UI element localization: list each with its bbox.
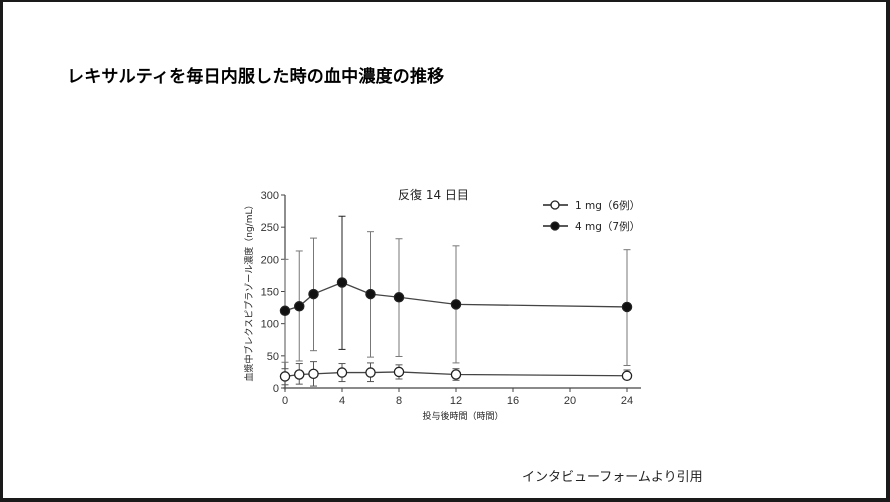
y-tick-label: 250 xyxy=(261,222,279,234)
y-tick-label: 100 xyxy=(261,319,279,331)
x-tick-label: 24 xyxy=(621,395,633,407)
filled-circle-marker xyxy=(393,292,405,303)
legend-filled-circle-icon xyxy=(550,221,560,231)
chart-title: 反復 14 日目 xyxy=(398,187,469,202)
x-tick-label: 16 xyxy=(507,395,519,407)
y-axis-title: 血漿中ブレクスピプラゾール濃度（ng/mL） xyxy=(243,201,255,382)
legend-open-circle-icon xyxy=(550,200,560,210)
x-tick-label: 4 xyxy=(339,395,345,407)
x-tick-label: 0 xyxy=(282,395,288,407)
source-note: インタビューフォームより引用 xyxy=(522,470,703,485)
open-circle-marker xyxy=(336,367,348,378)
filled-circle-marker xyxy=(293,301,305,312)
filled-circle-marker xyxy=(279,305,291,317)
slide-title: レキサルティを毎日内服した時の血中濃度の推移 xyxy=(67,67,445,87)
chart-axes: 0 50 100 150 200 250 300 0 4 8 12 16 20 24 xyxy=(261,190,641,407)
series-markers xyxy=(279,277,633,382)
filled-circle-marker xyxy=(621,301,633,313)
open-circle-marker xyxy=(293,369,305,380)
y-tick-label: 50 xyxy=(267,351,279,363)
filled-circle-marker xyxy=(336,277,348,288)
open-circle-marker xyxy=(365,367,376,378)
chart-legend: 1 mg（6例） 4 mg（7例） xyxy=(543,199,640,233)
open-circle-marker xyxy=(308,368,319,380)
y-tick-label: 300 xyxy=(261,190,279,202)
open-circle-marker xyxy=(393,366,405,378)
filled-circle-marker xyxy=(450,299,462,310)
legend-label: 4 mg（7例） xyxy=(575,220,640,233)
open-circle-marker xyxy=(621,370,633,382)
y-tick-label: 200 xyxy=(261,254,279,266)
x-tick-label: 8 xyxy=(396,395,402,407)
y-tick-label: 150 xyxy=(261,287,279,299)
open-circle-marker xyxy=(279,371,291,382)
y-tick-label: 0 xyxy=(273,383,279,395)
x-axis-title: 投与後時間（時間） xyxy=(422,410,503,422)
filled-circle-marker xyxy=(365,288,376,300)
x-tick-label: 12 xyxy=(450,395,462,407)
legend-label: 1 mg（6例） xyxy=(575,199,640,212)
x-tick-label: 20 xyxy=(564,395,576,407)
open-circle-marker xyxy=(450,369,462,380)
filled-circle-marker xyxy=(308,288,319,300)
